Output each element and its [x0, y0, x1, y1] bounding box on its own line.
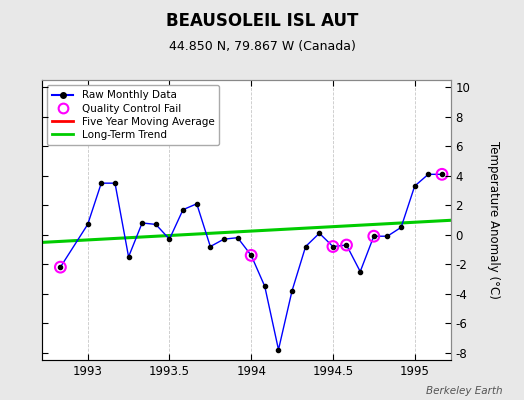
Point — [329, 243, 337, 250]
Point — [56, 264, 64, 270]
Point — [438, 171, 446, 178]
Point — [369, 233, 378, 240]
Point — [342, 242, 351, 248]
Legend: Raw Monthly Data, Quality Control Fail, Five Year Moving Average, Long-Term Tren: Raw Monthly Data, Quality Control Fail, … — [47, 85, 220, 145]
Y-axis label: Temperature Anomaly (°C): Temperature Anomaly (°C) — [487, 141, 500, 299]
Text: BEAUSOLEIL ISL AUT: BEAUSOLEIL ISL AUT — [166, 12, 358, 30]
Text: Berkeley Earth: Berkeley Earth — [427, 386, 503, 396]
Text: 44.850 N, 79.867 W (Canada): 44.850 N, 79.867 W (Canada) — [169, 40, 355, 53]
Point — [247, 252, 255, 258]
